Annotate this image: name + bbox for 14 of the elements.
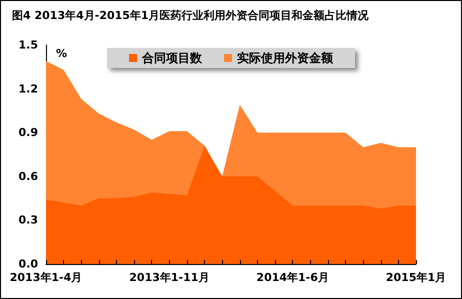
y-tick-label: 0.6 bbox=[18, 170, 38, 183]
y-tick-label: 0.0 bbox=[18, 258, 38, 270]
x-tick-label: 2013年1-11月 bbox=[129, 271, 210, 284]
y-tick-label: 0.3 bbox=[18, 214, 38, 227]
y-tick-label: 1.5 bbox=[18, 38, 38, 52]
chart-title: 图4 2013年4月-2015年1月医药行业利用外资合同项目和金额占比情况 bbox=[12, 9, 370, 22]
x-tick-label: 2015年1月 bbox=[386, 271, 446, 284]
y-tick-label: 1.2 bbox=[18, 82, 38, 96]
y-tick-label: 0.9 bbox=[18, 126, 38, 140]
legend-label: 合同项目数 bbox=[141, 51, 203, 65]
x-tick-label: 2013年1-4月 bbox=[10, 271, 82, 284]
x-tick-label: 2014年1-6月 bbox=[256, 271, 329, 284]
y-axis-title: % bbox=[56, 47, 68, 60]
legend-label: 实际使用外资金额 bbox=[237, 51, 334, 65]
